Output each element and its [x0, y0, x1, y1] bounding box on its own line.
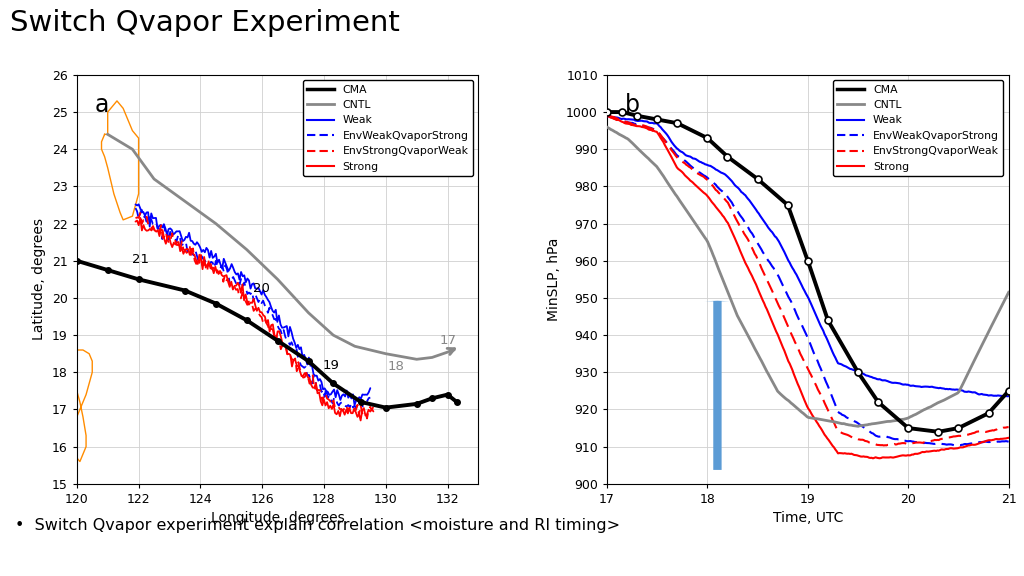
Legend: CMA, CNTL, Weak, EnvWeakQvaporStrong, EnvStrongQvaporWeak, Strong: CMA, CNTL, Weak, EnvWeakQvaporStrong, En…	[833, 80, 1004, 176]
Y-axis label: Latitude, degrees: Latitude, degrees	[33, 218, 46, 340]
Text: 19: 19	[323, 359, 339, 372]
Legend: CMA, CNTL, Weak, EnvWeakQvaporStrong, EnvStrongQvaporWeak, Strong: CMA, CNTL, Weak, EnvWeakQvaporStrong, En…	[303, 80, 473, 176]
Y-axis label: MinSLP, hPa: MinSLP, hPa	[547, 238, 560, 321]
Text: 18: 18	[387, 361, 404, 373]
X-axis label: Longitude, degrees: Longitude, degrees	[211, 511, 344, 525]
X-axis label: Time, UTC: Time, UTC	[773, 511, 843, 525]
Text: 21: 21	[132, 253, 150, 266]
Text: Switch Qvapor Experiment: Switch Qvapor Experiment	[10, 9, 400, 37]
Text: •  Switch Qvapor experiment explain correlation <moisture and RI timing>: • Switch Qvapor experiment explain corre…	[15, 518, 621, 533]
Text: 17: 17	[440, 335, 457, 347]
Text: b: b	[625, 93, 640, 118]
Text: a: a	[95, 93, 110, 118]
Text: 20: 20	[253, 282, 269, 295]
